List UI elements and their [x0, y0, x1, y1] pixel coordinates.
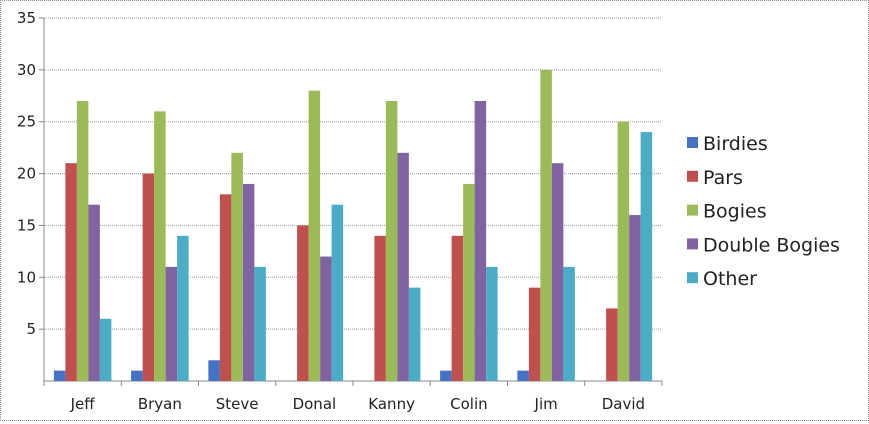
- bar-bogies-steve: [231, 152, 243, 381]
- bar-double-bogies-donal: [320, 256, 332, 381]
- y-tick-label: 20: [17, 165, 36, 183]
- legend-label: Birdies: [703, 133, 768, 155]
- bar-bogies-kanny: [385, 100, 398, 381]
- bar-double-bogies-kanny: [397, 152, 409, 381]
- x-tick-label: Jim: [534, 395, 558, 413]
- legend-label: Pars: [703, 167, 743, 189]
- bar-double-bogies-colin: [474, 100, 487, 381]
- legend-swatch: [687, 170, 698, 182]
- x-tick-label: David: [602, 395, 645, 413]
- x-axis-ticks: Jeff Bryan Steve Donal Kanny Colin Jim David: [70, 395, 645, 413]
- bar-bogies-jeff: [76, 100, 89, 381]
- bar-other-colin: [486, 266, 498, 381]
- bar-bogies-bryan: [154, 111, 166, 381]
- bar-other-jim: [563, 266, 575, 381]
- bar-pars-jeff: [65, 163, 77, 381]
- bar-birdies-steve: [208, 360, 220, 381]
- bar-pars-jim: [528, 287, 541, 381]
- bar-birdies-bryan: [131, 370, 143, 381]
- bar-pars-kanny: [374, 235, 386, 381]
- bar-other-steve: [254, 266, 266, 381]
- bar-pars-donal: [297, 225, 309, 381]
- bar-pars-david: [606, 308, 618, 381]
- bar-double-bogies-bryan: [165, 266, 178, 381]
- x-tick-label: Steve: [216, 395, 259, 413]
- bar-bogies-donal: [308, 90, 321, 381]
- bar-double-bogies-jeff: [88, 204, 100, 381]
- x-tick-label: Jeff: [70, 395, 96, 413]
- legend-swatch: [687, 204, 698, 216]
- bars: [53, 69, 653, 381]
- x-tick-label: Donal: [293, 395, 337, 413]
- bar-birdies-jim: [517, 370, 529, 381]
- legend-label: Other: [703, 268, 757, 290]
- x-tick-label: Colin: [450, 395, 488, 413]
- y-tick-label: 25: [17, 113, 36, 131]
- legend: Birdies Pars Bogies Double Bogies Other: [687, 133, 840, 290]
- bar-other-jeff: [99, 318, 112, 381]
- legend-swatch: [687, 272, 698, 284]
- y-tick-label: 10: [17, 268, 36, 286]
- bar-double-bogies-david: [629, 215, 641, 381]
- bar-double-bogies-steve: [242, 183, 255, 381]
- bar-other-bryan: [177, 235, 189, 381]
- legend-swatch: [687, 137, 698, 148]
- bar-pars-colin: [451, 235, 464, 381]
- y-tick-label: 5: [26, 320, 36, 338]
- y-tick-label: 30: [17, 61, 36, 79]
- bar-bogies-david: [617, 121, 630, 381]
- bar-other-kanny: [408, 287, 421, 381]
- y-tick-label: 15: [17, 216, 36, 234]
- y-axis-ticks: 5 10 15 20 25 30 35: [17, 9, 36, 338]
- legend-swatch: [687, 238, 698, 250]
- legend-label: Double Bogies: [703, 234, 840, 256]
- x-tick-label: Bryan: [138, 395, 182, 413]
- bar-other-donal: [331, 204, 344, 381]
- bar-bogies-colin: [463, 183, 475, 381]
- x-tick-label: Kanny: [368, 395, 415, 413]
- y-tick-label: 35: [17, 9, 36, 27]
- legend-label: Bogies: [703, 201, 767, 223]
- bar-birdies-colin: [440, 370, 452, 381]
- bar-double-bogies-jim: [551, 163, 564, 381]
- bar-birdies-jeff: [53, 370, 66, 381]
- bar-bogies-jim: [540, 69, 552, 381]
- bar-other-david: [640, 132, 653, 381]
- bar-pars-bryan: [142, 173, 155, 381]
- bar-pars-steve: [219, 194, 232, 381]
